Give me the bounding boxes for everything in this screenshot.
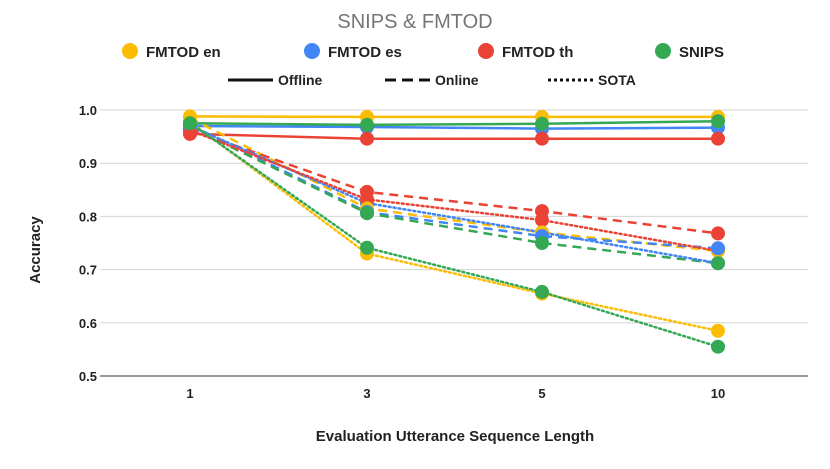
legend-style-item: SOTA xyxy=(548,72,636,88)
data-point xyxy=(183,126,197,141)
legend-style-item: Online xyxy=(385,72,479,88)
chart-title: SNIPS & FMTOD xyxy=(337,11,492,33)
y-tick-label: 0.7 xyxy=(79,263,97,278)
x-tick-label: 5 xyxy=(538,386,545,401)
data-point xyxy=(535,116,549,131)
data-point xyxy=(711,323,725,338)
legend-style-label: Offline xyxy=(278,72,323,88)
legend-item: SNIPS xyxy=(655,43,724,61)
legend-label: FMTOD en xyxy=(146,44,221,61)
x-tick-labels: 1 3 5 10 xyxy=(186,386,725,401)
y-tick-label: 0.9 xyxy=(79,156,97,171)
data-point xyxy=(711,131,725,146)
data-point xyxy=(711,114,725,129)
gridlines xyxy=(100,109,808,377)
data-point xyxy=(711,241,725,256)
legend-datasets: FMTOD en FMTOD es FMTOD th SNIPS xyxy=(122,43,724,61)
data-point xyxy=(360,240,374,255)
series-line-dashed xyxy=(189,128,719,235)
y-tick-label: 0.8 xyxy=(79,209,97,224)
legend-style-label: Online xyxy=(435,72,479,88)
data-point xyxy=(711,226,725,241)
legend-marker xyxy=(304,43,320,59)
series-line-solid xyxy=(189,132,718,140)
legend-label: FMTOD th xyxy=(502,44,573,61)
data-point xyxy=(535,236,549,250)
legend-marker xyxy=(478,43,494,59)
legend-item: FMTOD th xyxy=(478,43,573,61)
y-tick-label: 0.5 xyxy=(79,369,97,384)
series-line-solid xyxy=(189,119,719,127)
y-tick-labels: 0.5 0.6 0.7 0.8 0.9 1.0 xyxy=(79,103,97,384)
legend-label: FMTOD es xyxy=(328,44,402,61)
series-line-dotted xyxy=(188,121,720,348)
series-line-solid xyxy=(189,115,718,119)
x-axis-label: Evaluation Utterance Sequence Length xyxy=(316,428,594,445)
data-point xyxy=(360,206,374,221)
data-point xyxy=(711,339,725,354)
legend-marker xyxy=(655,43,671,59)
series-line-dotted xyxy=(188,120,720,333)
legend-item: FMTOD es xyxy=(304,43,402,61)
series-lines xyxy=(188,115,720,348)
data-point xyxy=(535,204,549,219)
series-line-dashed xyxy=(189,116,719,253)
data-point xyxy=(711,256,725,271)
data-point xyxy=(535,284,549,299)
legend-style-label: SOTA xyxy=(598,72,636,88)
series-points xyxy=(183,109,725,354)
data-point xyxy=(535,131,549,146)
x-tick-label: 1 xyxy=(186,386,193,401)
legend-item: FMTOD en xyxy=(122,43,221,61)
x-tick-label: 10 xyxy=(711,386,725,401)
data-point xyxy=(360,131,374,146)
legend-line-styles: Offline Online SOTA xyxy=(228,72,636,88)
series-line-dotted xyxy=(188,128,720,253)
series-line-dashed xyxy=(189,123,719,250)
data-point xyxy=(183,116,197,131)
y-axis-label: Accuracy xyxy=(27,216,44,284)
y-tick-label: 1.0 xyxy=(79,103,97,118)
legend-marker xyxy=(122,43,138,59)
series-line-dashed xyxy=(189,125,719,265)
y-tick-label: 0.6 xyxy=(79,316,97,331)
data-point xyxy=(360,117,374,132)
x-tick-label: 3 xyxy=(363,386,370,401)
series-line-solid xyxy=(189,124,719,130)
legend-label: SNIPS xyxy=(679,44,724,61)
legend-style-item: Offline xyxy=(228,72,323,88)
data-point xyxy=(360,184,374,199)
